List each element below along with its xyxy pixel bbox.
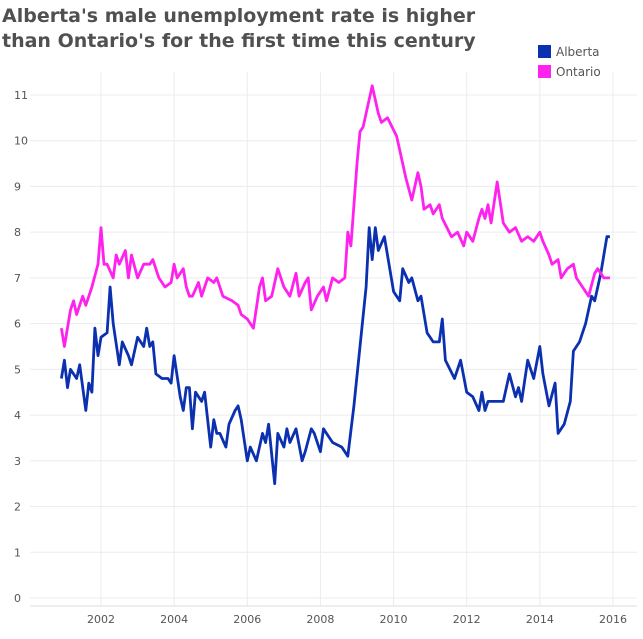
y-tick-label: 8: [14, 226, 21, 239]
x-tick-label: 2014: [526, 613, 554, 626]
legend-swatch-alberta: [538, 45, 551, 58]
legend-label-ontario: Ontario: [556, 65, 601, 79]
series-line-alberta: [60, 226, 610, 486]
x-tick-label: 2016: [599, 613, 627, 626]
y-tick-label: 2: [14, 501, 21, 514]
x-tick-label: 2012: [453, 613, 481, 626]
y-tick-label: 1: [14, 546, 21, 559]
y-tick-label: 4: [14, 409, 21, 422]
y-tick-label: 11: [14, 89, 28, 102]
x-tick-label: 2004: [160, 613, 188, 626]
y-tick-label: 9: [14, 180, 21, 193]
chart-title: Alberta's male unemployment rate is high…: [2, 5, 476, 52]
x-tick-label: 2010: [380, 613, 408, 626]
y-tick-label: 10: [14, 135, 28, 148]
legend-swatch-ontario: [538, 65, 551, 78]
y-tick-label: 0: [14, 592, 21, 605]
legend-label-alberta: Alberta: [556, 45, 600, 59]
y-tick-label: 3: [14, 455, 21, 468]
x-tick-label: 2008: [306, 613, 334, 626]
y-tick-label: 5: [14, 363, 21, 376]
x-tick-label: 2006: [233, 613, 261, 626]
y-tick-label: 7: [14, 272, 21, 285]
y-tick-label: 6: [14, 318, 21, 331]
x-tick-label: 2002: [87, 613, 115, 626]
series-line-ontario: [60, 84, 610, 348]
